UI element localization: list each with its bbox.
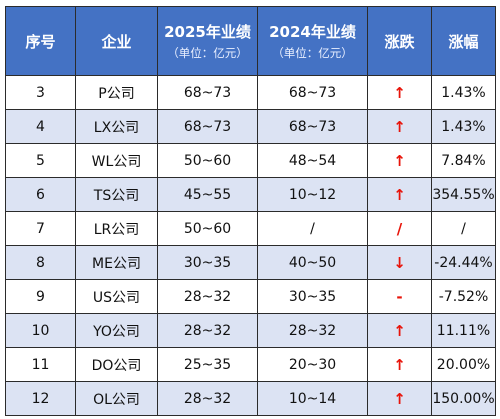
cell-company: DO公司 — [75, 347, 158, 382]
cell-change: 1.43% — [431, 75, 496, 110]
header-2024-unit: （单位：亿元） — [272, 46, 353, 60]
cell-trend: ↑ — [367, 177, 432, 212]
cell-change: 20.00% — [431, 347, 496, 382]
cell-trend: ↓ — [367, 245, 432, 280]
cell-change: / — [431, 211, 496, 246]
table-row: 4 LX公司 68~73 68~73 ↑ 1.43% — [5, 109, 496, 144]
cell-trend: ↑ — [367, 381, 432, 416]
performance-table: 序号 企业 2025年业绩 （单位：亿元） 2024年业绩 （单位：亿元） 涨跌 涨… — [5, 6, 496, 416]
cell-2025: 28~32 — [157, 279, 258, 314]
cell-2024: 68~73 — [257, 109, 368, 144]
cell-trend: - — [367, 279, 432, 314]
header-no: 序号 — [5, 6, 76, 76]
cell-2025: 68~73 — [157, 75, 258, 110]
cell-company: TS公司 — [75, 177, 158, 212]
cell-no: 7 — [5, 211, 76, 246]
cell-change: 150.00% — [431, 381, 496, 416]
table-row: 12 OL公司 28~32 10~14 ↑ 150.00% — [5, 381, 496, 416]
cell-2024: 20~30 — [257, 347, 368, 382]
cell-2024: / — [257, 211, 368, 246]
cell-2024: 48~54 — [257, 143, 368, 178]
cell-2025: 30~35 — [157, 245, 258, 280]
cell-company: WL公司 — [75, 143, 158, 178]
cell-change: 1.43% — [431, 109, 496, 144]
cell-company: YO公司 — [75, 313, 158, 348]
cell-change: 7.84% — [431, 143, 496, 178]
header-2024-label: 2024年业绩 — [269, 23, 356, 41]
table-row: 9 US公司 28~32 30~35 - -7.52% — [5, 279, 496, 314]
cell-change: 11.11% — [431, 313, 496, 348]
cell-no: 9 — [5, 279, 76, 314]
cell-2024: 68~73 — [257, 75, 368, 110]
table-row: 8 ME公司 30~35 40~50 ↓ -24.44% — [5, 245, 496, 280]
cell-trend: ↑ — [367, 109, 432, 144]
cell-2025: 50~60 — [157, 143, 258, 178]
cell-2025: 45~55 — [157, 177, 258, 212]
header-row: 序号 企业 2025年业绩 （单位：亿元） 2024年业绩 （单位：亿元） 涨跌 涨… — [5, 6, 496, 76]
cell-2024: 30~35 — [257, 279, 368, 314]
table-row: 11 DO公司 25~35 20~30 ↑ 20.00% — [5, 347, 496, 382]
cell-2024: 10~12 — [257, 177, 368, 212]
header-2025-label: 2025年业绩 — [164, 23, 251, 41]
header-company-label: 企业 — [101, 32, 132, 51]
table-row: 5 WL公司 50~60 48~54 ↑ 7.84% — [5, 143, 496, 178]
cell-2025: 28~32 — [157, 381, 258, 416]
cell-trend: ↑ — [367, 75, 432, 110]
cell-no: 10 — [5, 313, 76, 348]
cell-company: OL公司 — [75, 381, 158, 416]
header-trend: 涨跌 — [367, 6, 432, 76]
table-row: 3 P公司 68~73 68~73 ↑ 1.43% — [5, 75, 496, 110]
cell-2024: 28~32 — [257, 313, 368, 348]
cell-company: ME公司 — [75, 245, 158, 280]
cell-change: 354.55% — [431, 177, 496, 212]
cell-no: 4 — [5, 109, 76, 144]
cell-no: 3 — [5, 75, 76, 110]
cell-company: LR公司 — [75, 211, 158, 246]
cell-no: 5 — [5, 143, 76, 178]
cell-2025: 28~32 — [157, 313, 258, 348]
table-header: 序号 企业 2025年业绩 （单位：亿元） 2024年业绩 （单位：亿元） 涨跌 涨… — [5, 6, 496, 76]
cell-no: 6 — [5, 177, 76, 212]
cell-2025: 25~35 — [157, 347, 258, 382]
header-2024: 2024年业绩 （单位：亿元） — [257, 6, 368, 76]
cell-2025: 50~60 — [157, 211, 258, 246]
header-2025-unit: （单位：亿元） — [167, 46, 248, 60]
cell-2025: 68~73 — [157, 109, 258, 144]
header-change: 涨幅 — [431, 6, 496, 76]
cell-change: -7.52% — [431, 279, 496, 314]
cell-trend: ↑ — [367, 313, 432, 348]
cell-2024: 10~14 — [257, 381, 368, 416]
cell-company: LX公司 — [75, 109, 158, 144]
header-2025: 2025年业绩 （单位：亿元） — [157, 6, 258, 76]
table-row: 6 TS公司 45~55 10~12 ↑ 354.55% — [5, 177, 496, 212]
cell-no: 12 — [5, 381, 76, 416]
header-change-label: 涨幅 — [448, 32, 479, 51]
header-no-label: 序号 — [25, 32, 56, 51]
cell-company: US公司 — [75, 279, 158, 314]
cell-trend: ↑ — [367, 347, 432, 382]
cell-no: 8 — [5, 245, 76, 280]
header-company: 企业 — [75, 6, 158, 76]
cell-trend: / — [367, 211, 432, 246]
performance-table-container: 序号 企业 2025年业绩 （单位：亿元） 2024年业绩 （单位：亿元） 涨跌 涨… — [5, 6, 496, 416]
header-trend-label: 涨跌 — [384, 32, 415, 51]
table-row: 10 YO公司 28~32 28~32 ↑ 11.11% — [5, 313, 496, 348]
cell-company: P公司 — [75, 75, 158, 110]
table-body: 3 P公司 68~73 68~73 ↑ 1.43% 4 LX公司 68~73 6… — [5, 75, 496, 416]
table-row: 7 LR公司 50~60 / / / — [5, 211, 496, 246]
cell-no: 11 — [5, 347, 76, 382]
cell-2024: 40~50 — [257, 245, 368, 280]
cell-change: -24.44% — [431, 245, 496, 280]
cell-trend: ↑ — [367, 143, 432, 178]
